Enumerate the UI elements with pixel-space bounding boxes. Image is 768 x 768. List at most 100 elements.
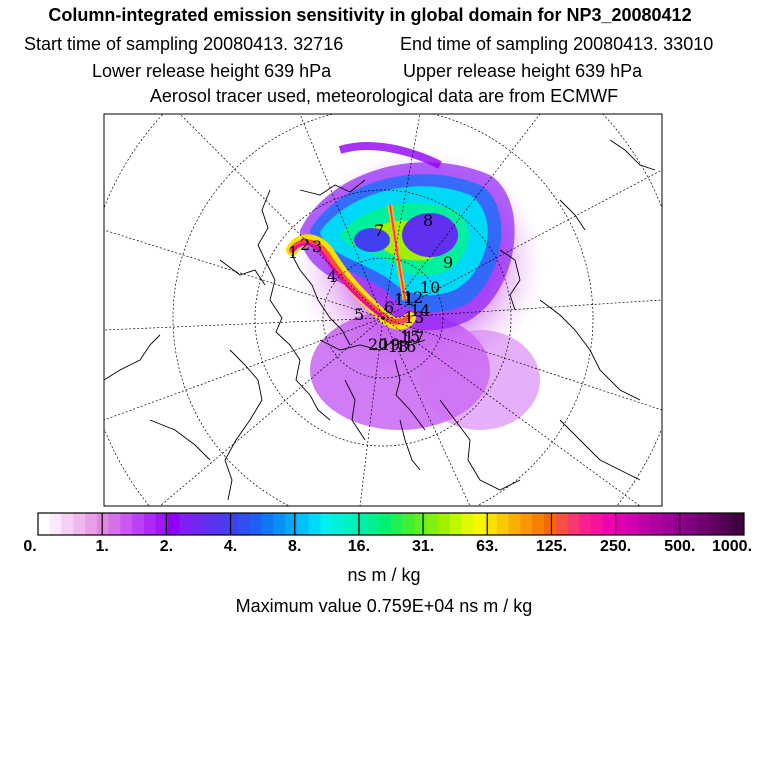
colorbar-tick-label: 4. [223, 538, 238, 555]
marker-label: 6 [384, 298, 394, 317]
marker-label: 7 [374, 221, 384, 240]
colorbar-swatch [579, 513, 592, 535]
colorbar-swatch [190, 513, 204, 535]
colorbar-tick-label: 2. [159, 538, 174, 555]
colorbar-tick-label: 0. [23, 538, 37, 555]
colorbar-swatch [167, 513, 180, 535]
colorbar-tick-label: 1. [95, 538, 109, 555]
colorbar-swatch [155, 513, 168, 535]
colorbar-tick-label: 16. [347, 538, 371, 555]
marker-label: 17 [404, 328, 424, 347]
colorbar-unit-label: ns m / kg [347, 565, 421, 585]
colorbar-swatch [720, 513, 733, 535]
sampling-start-label: Start time of sampling 20080413. 32716 [24, 34, 344, 54]
marker-label: 20 [368, 335, 388, 354]
colorbar-swatch [496, 513, 510, 535]
colorbar-swatch [685, 513, 698, 535]
colorbar-swatch [249, 513, 263, 535]
colorbar-swatch [638, 513, 651, 535]
colorbar-swatch [85, 513, 98, 535]
colorbar-swatch [73, 513, 86, 535]
colorbar-swatch [238, 513, 251, 535]
colorbar-swatch [296, 513, 310, 535]
colorbar-swatch [602, 513, 616, 535]
marker-label: 2 [300, 235, 310, 254]
max-value-label: Maximum value 0.759E+04 ns m / kg [235, 596, 533, 616]
colorbar-tick-label: 125. [535, 538, 568, 555]
colorbar-swatch [567, 513, 580, 535]
colorbar-swatch [379, 513, 392, 535]
colorbar-swatch [49, 513, 63, 535]
trajectory-markers: 1 2 3 4 5 6 7 8 9 10 11 12 13 14 15 16 1… [288, 211, 453, 356]
marker-label: 13 [404, 308, 424, 327]
colorbar-swatch [473, 513, 486, 535]
colorbar-tick-label: 31. [411, 538, 435, 555]
marker-label: 11 [394, 290, 414, 309]
colorbar-swatch [132, 513, 145, 535]
marker-label: 3 [312, 237, 322, 256]
marker-label: 1 [288, 243, 298, 262]
coastlines [104, 139, 656, 501]
marker-label: 10 [420, 278, 440, 297]
colorbar-swatch [732, 513, 745, 535]
colorbar-swatch [543, 513, 557, 535]
colorbar-swatch [179, 513, 192, 535]
colorbar-swatch [708, 513, 721, 535]
colorbar-swatch [320, 513, 333, 535]
marker-label: 18 [388, 337, 408, 356]
marker-label: 14 [410, 301, 430, 320]
marker-label: 19 [380, 335, 400, 354]
marker-label: 4 [327, 267, 337, 286]
release-lower-label: Lower release height 639 hPa [92, 61, 332, 81]
colorbar-swatch [120, 513, 133, 535]
colorbar-swatch [508, 513, 521, 535]
colorbar-swatch [143, 513, 157, 535]
colorbar [38, 513, 745, 535]
colorbar-swatch [391, 513, 404, 535]
colorbar-swatch [214, 513, 227, 535]
colorbar-dividers [101, 513, 681, 535]
colorbar-swatch [38, 513, 51, 535]
figure-title: Column-integrated emission sensitivity i… [48, 5, 692, 25]
colorbar-swatch [343, 513, 357, 535]
release-upper-label: Upper release height 639 hPa [403, 61, 643, 81]
tracer-info-label: Aerosol tracer used, meteorological data… [149, 86, 619, 106]
marker-label: 12 [403, 288, 423, 307]
colorbar-swatch [485, 513, 498, 535]
marker-label: 15 [400, 327, 420, 346]
colorbar-swatch [414, 513, 427, 535]
colorbar-swatch [261, 513, 274, 535]
colorbar-tick-label: 250. [600, 538, 632, 555]
colorbar-swatch [461, 513, 474, 535]
colorbar-swatch [402, 513, 416, 535]
graticule [104, 114, 662, 506]
colorbar-frame [37, 512, 745, 536]
colorbar-swatch [649, 513, 663, 535]
colorbar-swatch [661, 513, 674, 535]
colorbar-swatch [108, 513, 121, 535]
colorbar-swatch [626, 513, 639, 535]
colorbar-swatch [273, 513, 286, 535]
colorbar-swatch [591, 513, 604, 535]
colorbar-swatch [202, 513, 215, 535]
map-area: 1 2 3 4 5 6 7 8 9 10 11 12 13 14 15 16 1… [104, 114, 662, 506]
colorbar-swatch [61, 513, 74, 535]
colorbar-swatch [96, 513, 110, 535]
marker-label: 8 [423, 211, 433, 230]
colorbar-tick-label: 63. [476, 538, 499, 555]
colorbar-tick-label: 500. [664, 538, 696, 555]
colorbar-swatch [614, 513, 627, 535]
marker-label: 16 [396, 337, 416, 356]
colorbar-swatch [449, 513, 463, 535]
colorbar-swatch [555, 513, 568, 535]
colorbar-swatch [332, 513, 345, 535]
colorbar-swatch [226, 513, 239, 535]
marker-label: 9 [443, 253, 453, 272]
colorbar-swatch [308, 513, 321, 535]
colorbar-swatch [285, 513, 298, 535]
colorbar-swatch [532, 513, 545, 535]
sampling-end-label: End time of sampling 20080413. 33010 [400, 34, 714, 54]
colorbar-swatch [696, 513, 710, 535]
colorbar-swatch [426, 513, 439, 535]
